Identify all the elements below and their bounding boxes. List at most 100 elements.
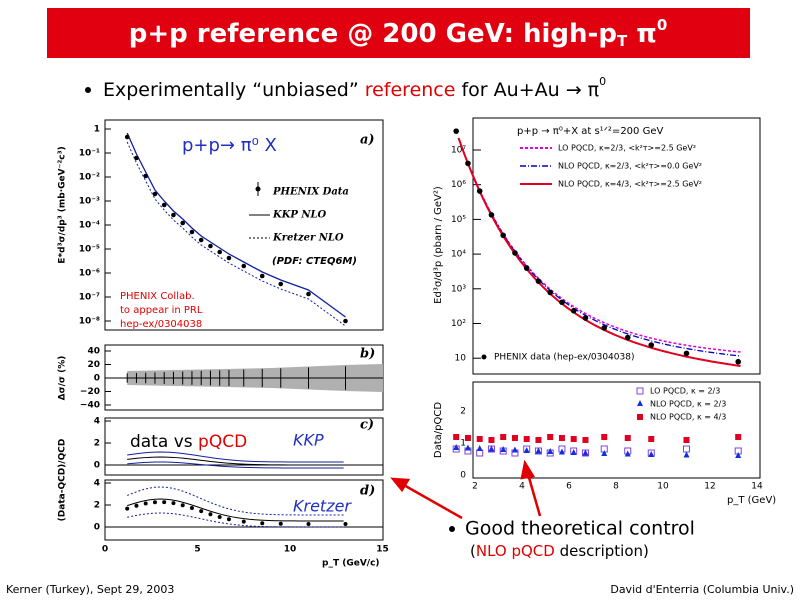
- ratio-nlo43: [601, 434, 608, 440]
- point: [735, 358, 741, 365]
- arrow-head: [390, 477, 411, 493]
- x-tick-label: 10: [284, 545, 297, 555]
- title-bar: [47, 8, 750, 58]
- x-tick-label: 4: [519, 482, 525, 492]
- point: [161, 202, 167, 208]
- point: [241, 519, 246, 524]
- note: to appear in PRL: [120, 305, 203, 316]
- point: [465, 160, 471, 167]
- legend-marker: [637, 400, 643, 406]
- curve: [127, 512, 344, 528]
- ratio-nlo43: [511, 435, 518, 441]
- ratio-nlo43: [523, 436, 530, 442]
- y-tick-label: 4: [94, 479, 100, 489]
- point: [488, 212, 495, 218]
- point: [162, 500, 167, 505]
- note: PHENIX Collab.: [120, 291, 195, 302]
- ratio-nlo: [558, 448, 565, 455]
- x-tick-label: 10: [657, 482, 669, 492]
- ratio-nlo43: [624, 435, 631, 441]
- y-tick-label: 20: [87, 360, 100, 370]
- bullet: Good theoretical control: [465, 518, 695, 540]
- bullet-sub: (NLO pQCD description): [470, 542, 649, 560]
- ratio-nlo43: [558, 435, 565, 441]
- y-tick-label: 0: [94, 461, 100, 471]
- ratio-nlo43: [488, 437, 495, 443]
- y-tick-label: 10⁻⁷: [79, 293, 100, 303]
- kretzer-label: Kretzer: [293, 497, 352, 516]
- y-tick-label: 2: [460, 407, 466, 417]
- point: [343, 318, 348, 324]
- point: [624, 334, 631, 341]
- y-tick-label: 10⁻²: [79, 173, 100, 183]
- arrows: [390, 459, 542, 520]
- bullet-dot: [449, 526, 455, 532]
- point: [343, 521, 348, 526]
- panel-label: b): [360, 347, 375, 362]
- panel-label: a): [360, 133, 375, 148]
- ratio-nlo43: [735, 434, 742, 440]
- point: [171, 212, 176, 218]
- y-tick-label: 10⁻⁸: [79, 317, 100, 327]
- point: [198, 237, 204, 243]
- ratio-lo: [683, 445, 690, 453]
- point: [171, 501, 176, 506]
- point: [259, 273, 265, 279]
- legend-marker: [481, 354, 487, 360]
- ratio-nlo: [582, 449, 589, 456]
- y-tick-label: 40: [87, 347, 100, 357]
- curve: [127, 451, 344, 463]
- point: [199, 509, 204, 514]
- y-tick-label: 10⁷: [451, 146, 466, 156]
- legend-marker: [636, 387, 644, 395]
- x-tick-label: 14: [751, 482, 763, 492]
- legend-entry: KKP NLO: [272, 210, 327, 221]
- y-tick-label: 2: [94, 501, 100, 511]
- y-tick-label: 10⁻⁴: [79, 221, 100, 231]
- ratio-nlo: [648, 451, 655, 457]
- point: [306, 291, 311, 297]
- ratio-nlo43: [683, 437, 690, 443]
- y-label: Data/pQCD: [433, 402, 444, 458]
- ratio-nlo43: [570, 436, 577, 442]
- y-tick-label: 1: [94, 125, 100, 135]
- x-label: p_T (GeV/c): [322, 559, 380, 569]
- arrow-head: [520, 459, 536, 480]
- point: [189, 229, 195, 235]
- x-tick-label: 0: [102, 545, 108, 555]
- footer-right: David d'Enterria (Columbia Univ.): [610, 583, 794, 596]
- point: [208, 243, 213, 249]
- frame: [104, 417, 384, 476]
- y-tick-label: 10⁻⁵: [79, 245, 100, 255]
- point: [143, 501, 148, 506]
- point: [260, 521, 265, 526]
- note: hep-ex/0304038: [120, 319, 202, 330]
- point: [500, 232, 507, 239]
- point: [134, 503, 139, 508]
- x-tick-label: 2: [472, 482, 478, 492]
- y-label: Ed³σ/d³p (pbarn / GeV²): [433, 186, 444, 304]
- ratio-nlo43: [500, 434, 507, 440]
- y-tick-label: 10⁶: [451, 180, 466, 190]
- legend-marker: [637, 414, 643, 420]
- footer-left: Kerner (Turkey), Sept 29, 2003: [6, 583, 174, 596]
- curve: [127, 456, 344, 466]
- frame: [104, 479, 384, 541]
- ratio-nlo: [535, 447, 542, 454]
- legend-entry: NLO PQCD, κ = 2/3: [650, 400, 726, 409]
- y-tick-label: −40: [80, 401, 100, 411]
- legend-entry: PHENIX Data: [272, 187, 349, 198]
- panel-label: d): [360, 484, 375, 499]
- curve: [127, 461, 344, 469]
- y-tick-label: 0: [94, 374, 100, 384]
- y-tick-label: 10: [455, 354, 467, 364]
- point: [570, 307, 577, 314]
- panel-label: c): [360, 418, 374, 433]
- x-tick-label: 5: [194, 545, 200, 555]
- point: [476, 188, 483, 194]
- frame: [472, 117, 761, 375]
- point: [278, 521, 283, 526]
- bullet-dot: [85, 87, 91, 93]
- process: p+p→ π⁰ X: [182, 135, 277, 156]
